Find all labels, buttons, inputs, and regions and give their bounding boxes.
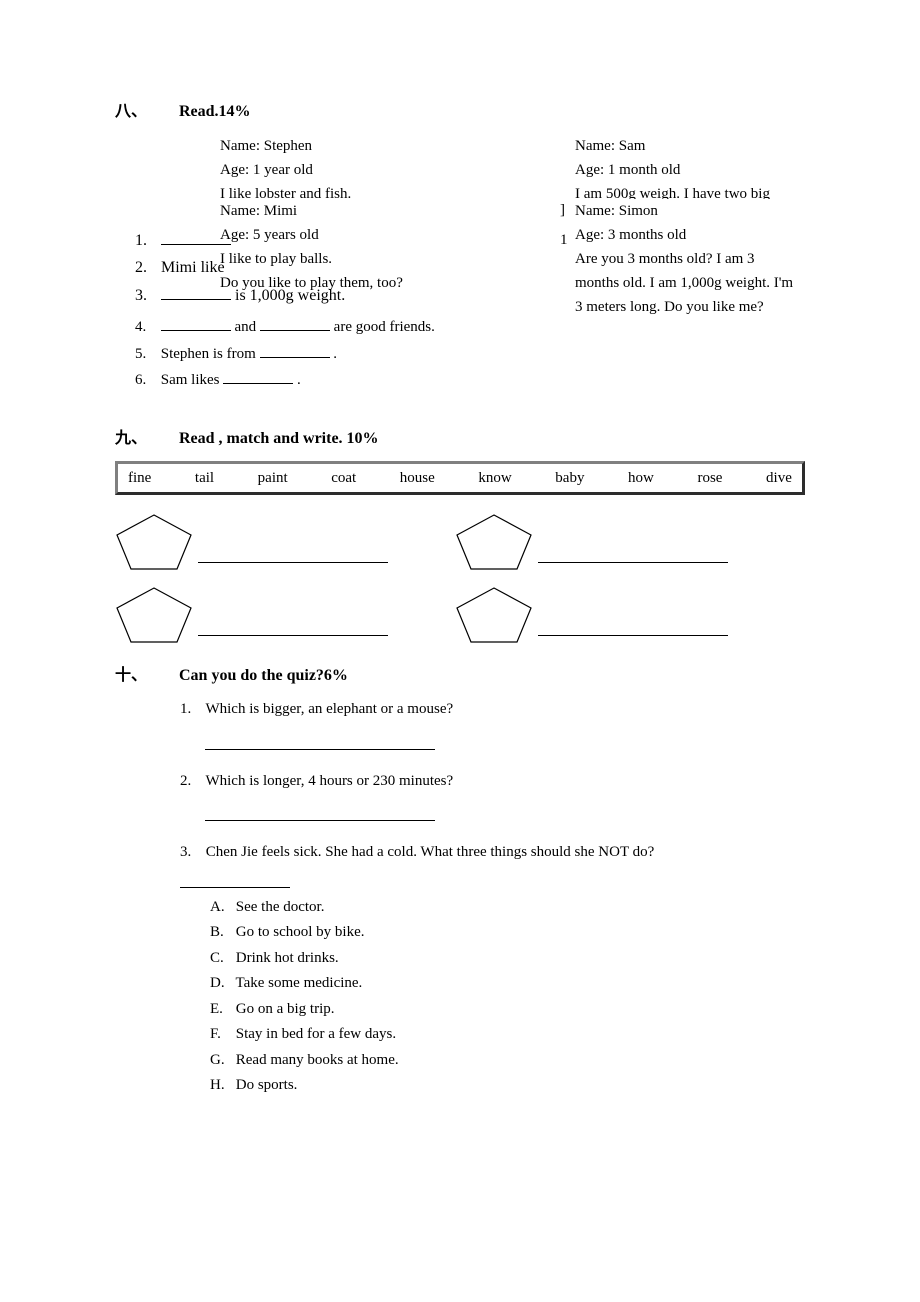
simon-line2: Age: 3 months old <box>575 223 825 247</box>
stray-1: 1 <box>560 229 568 252</box>
q5-blank <box>260 344 330 358</box>
mimi-line3: I like to play balls. <box>220 247 460 271</box>
stray-bracket: ] <box>560 199 565 222</box>
section-ten: 十、 Can you do the quiz?6% 1. Which is bi… <box>115 664 805 1097</box>
pentagon-icon <box>455 586 533 644</box>
option-d: D. Take some medicine. <box>210 972 805 995</box>
q6-blank <box>223 370 293 384</box>
pentagon-group-4 <box>455 586 795 644</box>
q3-answer-blank <box>180 874 290 888</box>
simon-line4: months old. I am 1,000g weight. I'm <box>575 271 825 295</box>
word-4: house <box>400 467 435 490</box>
box-simon: Name: Simon Age: 3 months old Are you 3 … <box>575 199 825 319</box>
sam-line1: Name: Sam <box>575 134 825 158</box>
word-9: dive <box>766 467 792 490</box>
option-c: C. Drink hot drinks. <box>210 947 805 970</box>
mimi-line1: Name: Mimi <box>220 199 460 223</box>
quiz-q2: 2. Which is longer, 4 hours or 230 minut… <box>180 770 805 822</box>
pentagon-blank-2 <box>538 549 728 563</box>
option-b: B. Go to school by bike. <box>210 921 805 944</box>
q1-answer-blank <box>205 736 435 750</box>
option-h: H. Do sports. <box>210 1074 805 1097</box>
section-ten-header: 十、 Can you do the quiz?6% <box>115 664 805 688</box>
simon-line5: 3 meters long. Do you like me? <box>575 295 825 319</box>
simon-line1: Name: Simon <box>575 199 825 223</box>
quiz-q1: 1. Which is bigger, an elephant or a mou… <box>180 698 805 750</box>
box-stephen: Name: Stephen Age: 1 year old I like lob… <box>220 134 460 206</box>
q5: 5. Stephen is from . <box>135 343 805 366</box>
option-e: E. Go on a big trip. <box>210 998 805 1021</box>
option-f: F. Stay in bed for a few days. <box>210 1023 805 1046</box>
section-eight-title: Read.14% <box>179 103 251 120</box>
box-mimi: Name: Mimi Age: 5 years old I like to pl… <box>220 199 460 295</box>
section-nine-title: Read , match and write. 10% <box>179 430 379 447</box>
word-7: how <box>628 467 654 490</box>
section-nine-header: 九、 Read , match and write. 10% <box>115 427 805 451</box>
word-3: coat <box>331 467 356 490</box>
simon-line3: Are you 3 months old? I am 3 <box>575 247 825 271</box>
option-a: A. See the doctor. <box>210 896 805 919</box>
word-8: rose <box>697 467 722 490</box>
q3-blank <box>161 286 231 300</box>
pentagon-icon <box>115 513 193 571</box>
section-ten-title: Can you do the quiz?6% <box>179 667 348 684</box>
mimi-line2: Age: 5 years old <box>220 223 460 247</box>
pentagon-blank-4 <box>538 622 728 636</box>
q1-blank <box>161 231 231 245</box>
word-bank: fine tail paint coat house know baby how… <box>115 461 805 496</box>
section-ten-number: 十、 <box>115 664 175 688</box>
stephen-line1: Name: Stephen <box>220 134 460 158</box>
pentagon-blank-3 <box>198 622 388 636</box>
word-2: paint <box>258 467 288 490</box>
section-nine-number: 九、 <box>115 427 175 451</box>
word-5: know <box>478 467 511 490</box>
reading-boxes: Name: Stephen Age: 1 year old I like lob… <box>115 134 805 334</box>
q6: 6. Sam likes . <box>135 369 805 392</box>
sam-line2: Age: 1 month old <box>575 158 825 182</box>
pentagon-row-2 <box>115 586 805 644</box>
q3-options: A. See the doctor. B. Go to school by bi… <box>210 896 805 1097</box>
pentagon-icon <box>115 586 193 644</box>
section-nine: 九、 Read , match and write. 10% fine tail… <box>115 427 805 645</box>
pentagon-group-1 <box>115 513 455 571</box>
pentagon-icon <box>455 513 533 571</box>
word-6: baby <box>555 467 584 490</box>
pentagon-group-2 <box>455 513 795 571</box>
section-eight-number: 八、 <box>115 100 175 124</box>
box-sam: Name: Sam Age: 1 month old I am 500g wei… <box>575 134 825 206</box>
q1-visible: 1. <box>135 229 231 253</box>
stephen-line2: Age: 1 year old <box>220 158 460 182</box>
section-eight-header: 八、 Read.14% <box>115 100 805 124</box>
pentagon-group-3 <box>115 586 455 644</box>
q2-answer-blank <box>205 807 435 821</box>
word-1: tail <box>195 467 214 490</box>
q3-visible: 3. is 1,000g weight. <box>135 284 345 308</box>
section-eight: 八、 Read.14% Name: Stephen Age: 1 year ol… <box>115 100 805 392</box>
quiz-q3: 3. Chen Jie feels sick. She had a cold. … <box>180 841 805 888</box>
q2-visible: 2. Mimi like <box>135 256 225 280</box>
pentagon-blank-1 <box>198 549 388 563</box>
pentagon-row-1 <box>115 513 805 571</box>
option-g: G. Read many books at home. <box>210 1049 805 1072</box>
word-0: fine <box>128 467 151 490</box>
